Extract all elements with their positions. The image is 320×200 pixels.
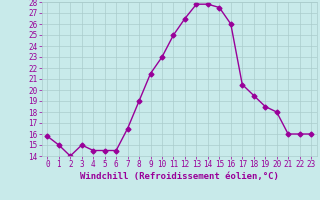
X-axis label: Windchill (Refroidissement éolien,°C): Windchill (Refroidissement éolien,°C) [80,172,279,181]
